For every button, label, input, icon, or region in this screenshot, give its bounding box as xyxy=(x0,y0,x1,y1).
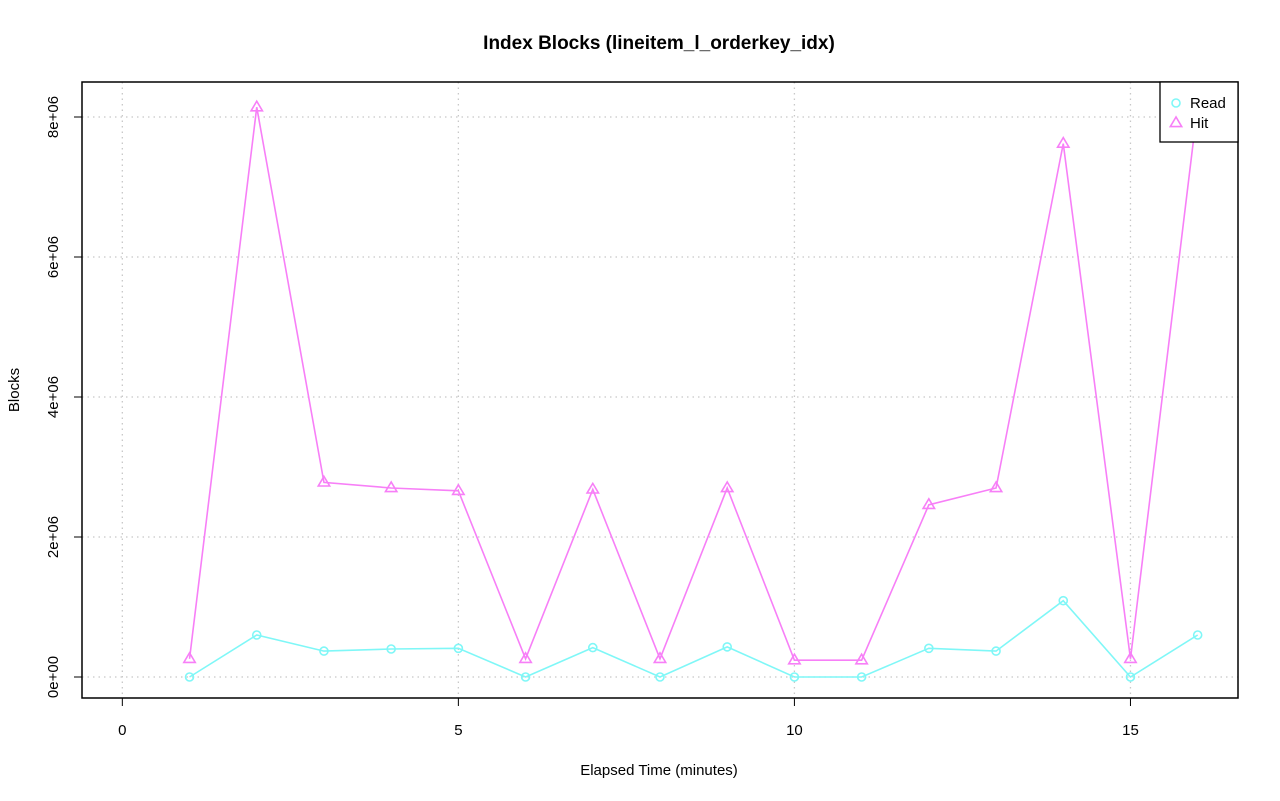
data-point-hit xyxy=(652,651,668,664)
y-tick-label: 8e+06 xyxy=(45,96,62,138)
legend-marker-hit xyxy=(1168,115,1184,128)
x-axis-label: Elapsed Time (minutes) xyxy=(580,762,738,779)
data-point-read xyxy=(655,672,665,682)
data-point-read xyxy=(991,646,1001,656)
data-point-hit xyxy=(316,474,332,487)
x-axis: 0 5 10 15 xyxy=(118,698,1139,739)
legend-box xyxy=(1159,81,1239,143)
grid xyxy=(82,82,1238,698)
data-point-hit xyxy=(720,480,735,493)
data-point-hit xyxy=(384,480,399,493)
data-point-hit xyxy=(854,652,869,665)
data-point-read xyxy=(386,644,396,654)
chart-title: Index Blocks (lineitem_l_orderkey_idx) xyxy=(483,33,835,54)
data-point-hit xyxy=(182,651,197,664)
data-point-hit xyxy=(1056,136,1071,148)
data-point-hit xyxy=(585,481,600,494)
series-read xyxy=(184,595,1203,682)
series-line-hit xyxy=(188,105,1199,662)
data-point-hit xyxy=(249,99,264,112)
data-point-read xyxy=(184,672,195,682)
x-tick-label: 5 xyxy=(454,722,462,739)
data-point-read xyxy=(453,643,464,654)
data-point-read xyxy=(1058,595,1069,606)
data-point-read xyxy=(251,630,262,640)
legend-label-hit: Hit xyxy=(1190,115,1209,132)
x-tick-label: 10 xyxy=(786,722,803,739)
data-point-read xyxy=(1192,630,1203,640)
y-axis-label: Blocks xyxy=(6,368,23,412)
data-point-hit xyxy=(988,480,1004,493)
data-point-read xyxy=(722,642,733,652)
series-line-read xyxy=(189,599,1199,679)
legend: Read Hit xyxy=(1159,81,1239,143)
data-point-read xyxy=(319,646,329,656)
y-tick-label: 6e+06 xyxy=(45,236,62,278)
data-point-read xyxy=(587,642,598,653)
data-point-read xyxy=(924,643,934,654)
data-point-hit xyxy=(1123,651,1138,664)
plot-frame xyxy=(81,81,1239,699)
x-tick-label: 15 xyxy=(1122,722,1139,739)
legend-label-read: Read xyxy=(1190,95,1226,112)
y-axis: 0e+00 2e+06 4e+06 6e+06 8e+06 xyxy=(45,96,82,698)
data-point-hit xyxy=(518,651,533,664)
legend-marker-read xyxy=(1171,98,1181,108)
y-tick-label: 4e+06 xyxy=(45,376,62,418)
data-point-hit xyxy=(921,497,936,510)
data-point-read xyxy=(789,672,800,682)
y-tick-label: 2e+06 xyxy=(45,516,62,558)
series-layer xyxy=(182,98,1205,682)
data-point-read xyxy=(520,672,531,682)
data-point-read xyxy=(856,672,867,682)
x-tick-label: 0 xyxy=(118,722,126,739)
data-point-hit xyxy=(787,652,802,665)
series-hit xyxy=(182,98,1205,665)
data-point-hit xyxy=(451,483,466,496)
y-tick-label: 0e+00 xyxy=(45,656,62,698)
data-point-read xyxy=(1125,672,1136,682)
